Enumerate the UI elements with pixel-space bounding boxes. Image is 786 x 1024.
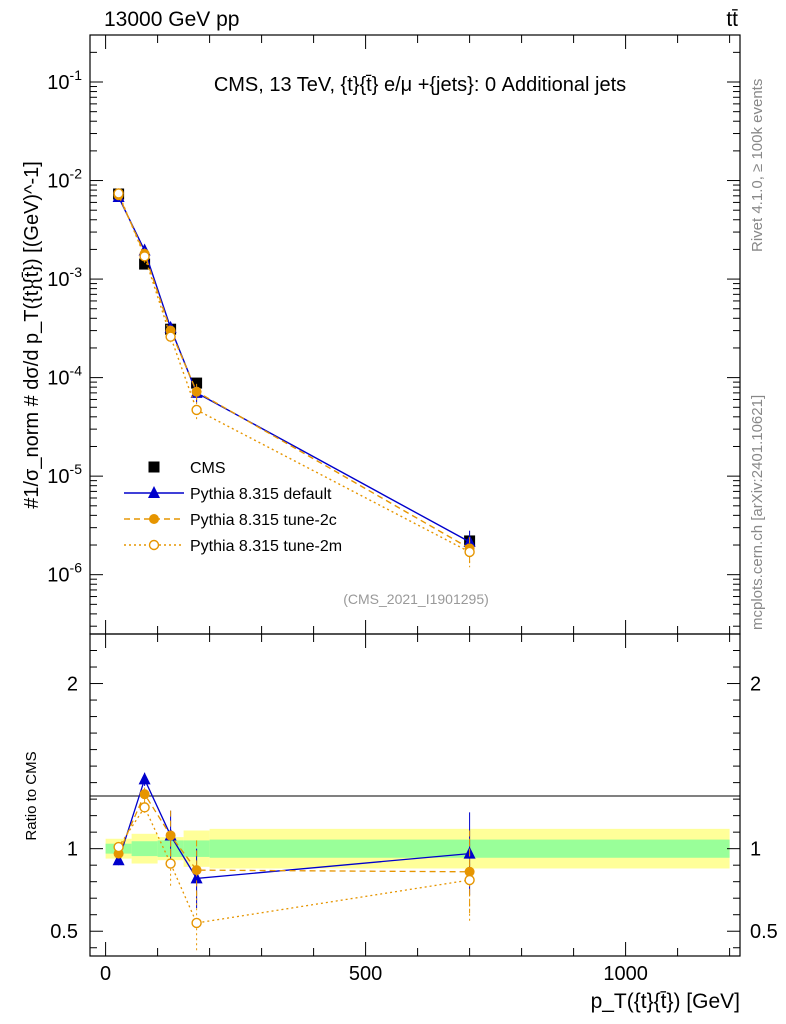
main-ytick-label: 10-6 <box>47 560 82 587</box>
xtick-label: 1000 <box>603 963 648 985</box>
band-inner <box>131 841 158 857</box>
mcplots-label: mcplots.cern.ch [arXiv:2401.10621] <box>749 395 766 630</box>
ratio-ytick-label-right: 0.5 <box>750 921 778 943</box>
data-point-2 <box>191 386 202 397</box>
data-point-0 <box>191 377 203 389</box>
legend: CMS Pythia 8.315 default Pythia 8.315 tune… <box>124 460 342 555</box>
legend-label: Pythia 8.315 tune-2c <box>190 512 337 529</box>
main-panel: 10-1 10-2 10-3 10-4 10-5 10-6 CMS, 13 TeV, {t… <box>21 34 741 635</box>
legend-label: Pythia 8.315 tune-2m <box>190 538 342 555</box>
data-point-3 <box>139 251 150 262</box>
ratio-point-1 <box>139 789 150 800</box>
ratio-point-2 <box>191 917 202 929</box>
main-ytick-label: 10-1 <box>47 67 82 94</box>
legend-marker <box>148 461 160 473</box>
ratio-point-2 <box>139 802 150 813</box>
main-ylabel-text: #1/σ_norm # dσ/d p_T({t}{t̄}) [(GeV)^-1] <box>21 161 43 509</box>
ratio-line-2 <box>118 806 470 924</box>
ratio-point-2 <box>165 858 176 869</box>
ratio-point-0 <box>112 853 125 866</box>
xtick-label: 0 <box>100 963 111 985</box>
header-right: tt̄ <box>726 8 738 31</box>
ratio-point-0 <box>138 772 151 785</box>
main-ytick-label: 10-4 <box>47 363 82 390</box>
legend-label: Pythia 8.315 default <box>190 486 332 503</box>
ratio-point-2 <box>113 841 124 853</box>
main-ytick-label: 10-5 <box>47 461 82 488</box>
main-title: CMS, 13 TeV, {t}{t̄} e/μ +{jets}: 0 Addi… <box>214 74 626 96</box>
main-ylabel: #1/σ_norm # dσ/d p_T({t}{t̄}) [(GeV)^-1] <box>21 161 43 509</box>
x-axis-label: p_T({t}{t̄}) [GeV] <box>591 990 740 1013</box>
legend-marker <box>149 514 159 524</box>
ratio-point-1 <box>191 865 202 876</box>
ratio-ylabel: Ratio to CMS <box>23 751 40 840</box>
data-point-0 <box>139 258 151 270</box>
ratio-ytick-label: 2 <box>67 674 78 696</box>
xtick-label: 500 <box>349 963 382 985</box>
legend-label: CMS <box>190 460 226 477</box>
analysis-watermark: (CMS_2021_I1901295) <box>343 591 489 607</box>
data-point-3 <box>165 331 176 342</box>
ratio-panel: 0.5 0.5 1 1 2 2 0 500 1000 Ratio to CMS p_T({t}{… <box>23 633 778 1013</box>
ratio-frame <box>89 633 741 957</box>
ratio-ytick-label: 0.5 <box>50 921 78 943</box>
rivet-label: Rivet 4.1.0, ≥ 100k events <box>749 79 766 252</box>
ratio-ytick-label-right: 1 <box>750 839 761 861</box>
ratio-ytick-label-right: 2 <box>750 674 761 696</box>
legend-marker <box>148 539 160 551</box>
ratio-point-0 <box>190 871 203 884</box>
ratio-point-2 <box>464 874 475 886</box>
data-point-3 <box>113 188 124 199</box>
legend-marker <box>148 486 160 498</box>
series-line-3 <box>117 193 470 553</box>
data-point-3 <box>464 546 475 558</box>
data-point-3 <box>191 404 202 416</box>
main-ytick-label: 10-3 <box>47 264 82 291</box>
ratio-point-1 <box>165 830 176 841</box>
main-ytick-label: 10-2 <box>47 166 82 193</box>
header-left: 13000 GeV pp <box>104 8 239 31</box>
main-frame <box>89 34 741 635</box>
ratio-point-1 <box>464 866 475 877</box>
ratio-ytick-label: 1 <box>67 839 78 861</box>
